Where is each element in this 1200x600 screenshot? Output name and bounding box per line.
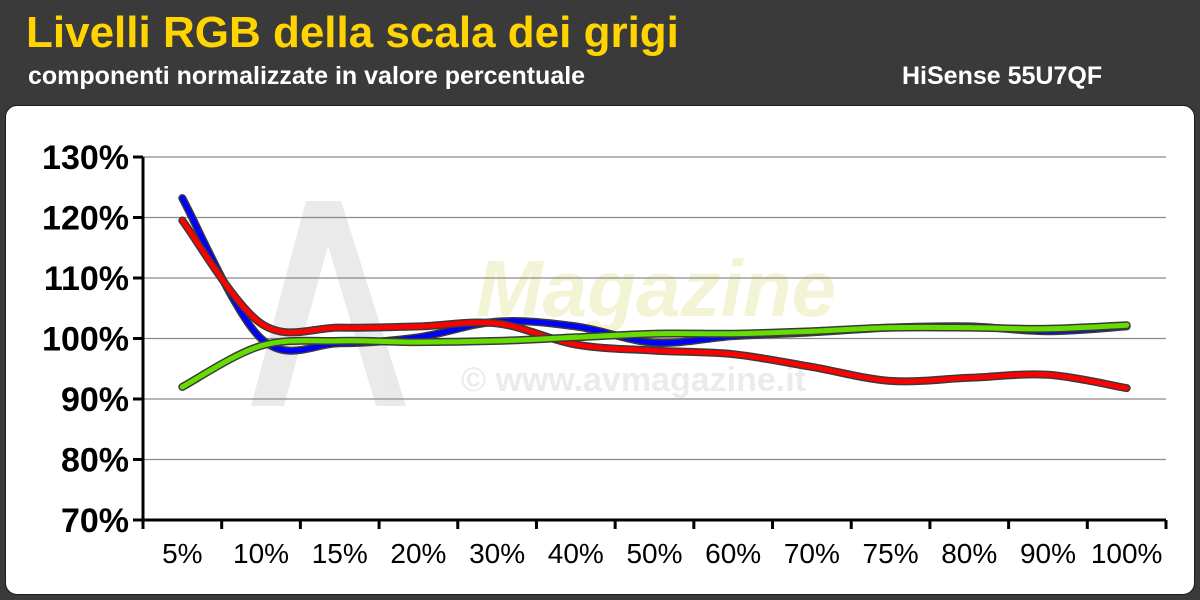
data-point <box>652 348 657 354</box>
data-point <box>652 331 657 337</box>
data-point <box>573 334 579 340</box>
data-point <box>809 328 815 334</box>
x-tick-label: 15% <box>312 538 368 569</box>
x-tick-label: 40% <box>548 538 604 569</box>
data-point <box>258 343 264 349</box>
data-point <box>1124 385 1130 391</box>
data-point <box>1045 326 1051 332</box>
x-tick-label: 50% <box>626 538 682 569</box>
data-point <box>179 218 185 224</box>
chart-subtitle: componenti normalizzate in valore percen… <box>28 62 586 90</box>
data-point <box>888 325 894 331</box>
data-point <box>652 340 657 346</box>
y-tick-label: 110% <box>44 260 129 298</box>
watermark-url: © www.avmagazine.it <box>461 361 806 399</box>
x-tick-label: 100% <box>1091 538 1163 569</box>
y-tick-label: 120% <box>42 200 129 238</box>
x-tick-label: 20% <box>390 538 446 569</box>
y-tick-label: 100% <box>42 321 129 359</box>
y-tick-label: 130% <box>42 139 129 177</box>
x-tick-label: 5% <box>162 538 202 569</box>
data-point <box>888 378 894 384</box>
y-tick-label: 90% <box>61 381 129 419</box>
data-point <box>730 331 736 337</box>
data-point <box>730 351 736 357</box>
data-point <box>415 339 421 345</box>
data-point <box>809 364 815 370</box>
x-tick-label: 90% <box>1020 538 1076 569</box>
data-point <box>337 325 343 331</box>
data-point <box>494 338 500 344</box>
data-series <box>178 194 1131 393</box>
x-tick-label: 75% <box>863 538 919 569</box>
x-tick-label: 80% <box>941 538 997 569</box>
y-tick-label: 70% <box>61 502 129 540</box>
data-point <box>1045 372 1051 378</box>
y-tick-label: 80% <box>61 442 129 480</box>
avmagazine-watermark: Magazine © www.avmagazine.it <box>251 201 836 406</box>
chart-panel: Magazine © www.avmagazine.it 130% 120% 110… <box>5 105 1195 595</box>
axes <box>133 155 1168 529</box>
data-point <box>258 336 264 341</box>
tv-model-label: HiSense 55U7QF <box>902 62 1103 90</box>
x-tick-label: 10% <box>233 538 289 569</box>
data-point <box>337 338 343 344</box>
y-axis-ticks: 130% 120% 110% 100% 90% 80% 70% <box>42 139 129 540</box>
data-point <box>179 195 185 201</box>
line-chart: Magazine © www.avmagazine.it 130% 120% 110… <box>42 139 1168 569</box>
x-tick-label: 70% <box>784 538 840 569</box>
x-axis-ticks: 5% 10% 15% 20% 30% 40% 50% 60% 70% 75% 80% 90% 100% <box>162 538 1162 569</box>
watermark-logo-shape <box>251 201 406 406</box>
x-tick-label: 30% <box>469 538 525 569</box>
data-point <box>494 320 500 326</box>
data-point <box>966 325 972 331</box>
data-point <box>966 375 972 381</box>
data-point <box>1124 322 1130 328</box>
data-point <box>415 323 421 329</box>
data-point <box>573 342 579 348</box>
chart-title: Livelli RGB della scala dei grigi <box>26 8 679 57</box>
data-point <box>573 323 579 329</box>
x-tick-label: 60% <box>705 538 761 569</box>
data-point <box>258 320 264 326</box>
data-point <box>179 384 185 390</box>
